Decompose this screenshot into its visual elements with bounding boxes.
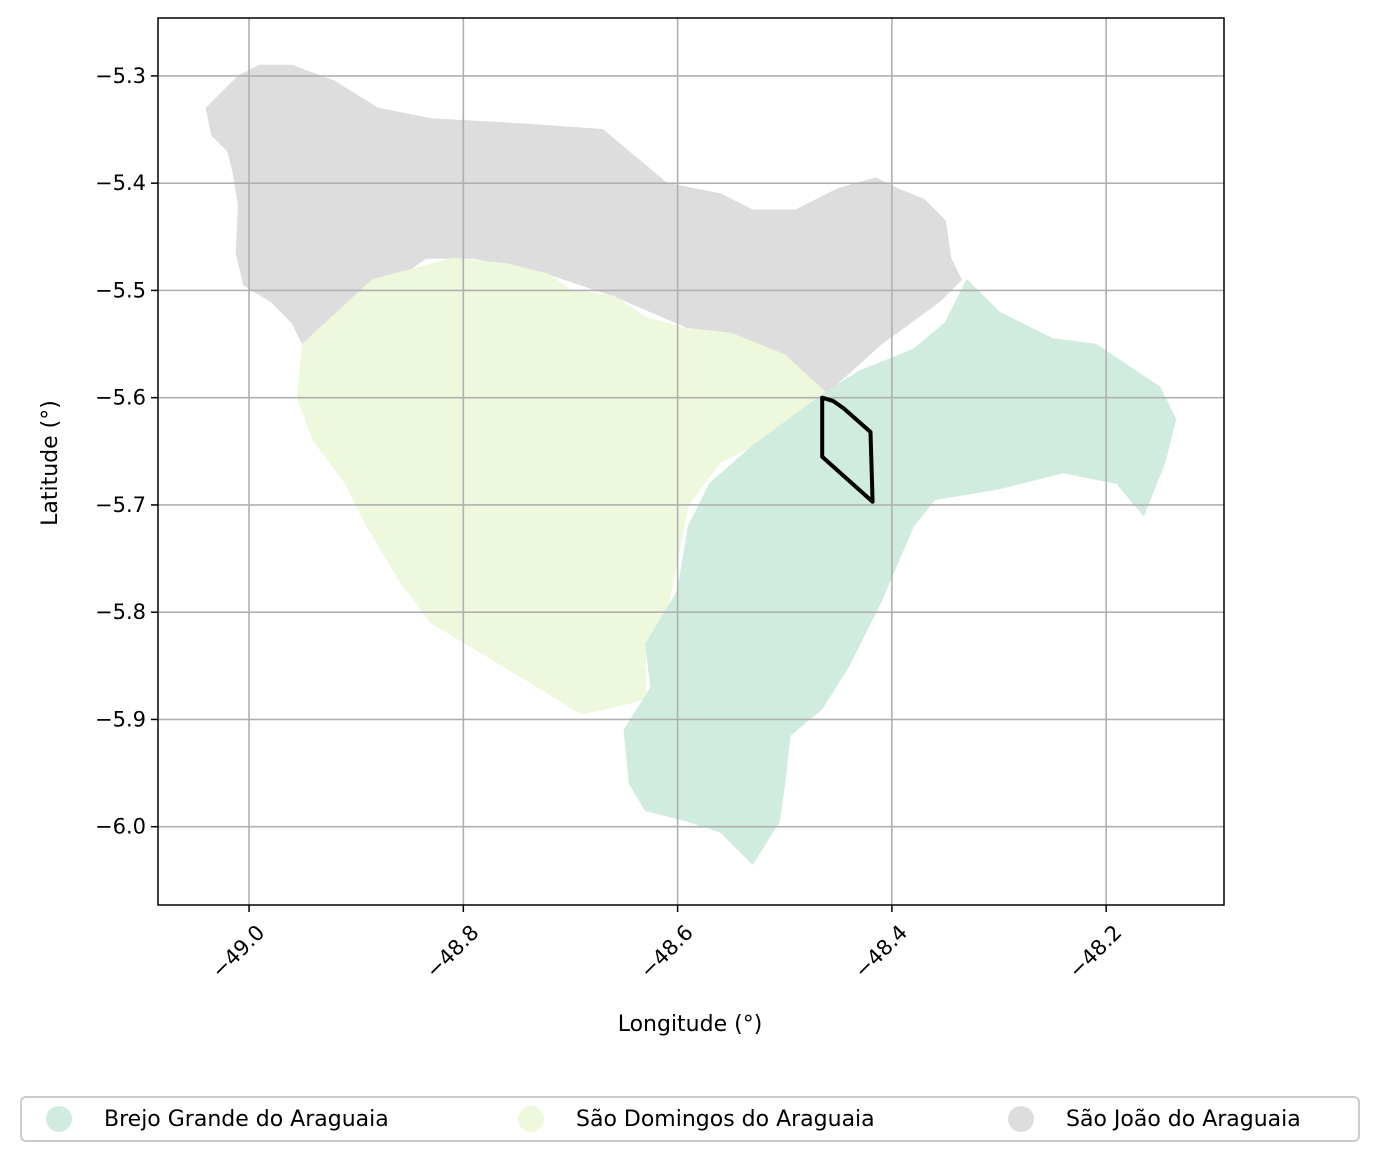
y-tick-label-0: −5.3 [95,64,146,88]
legend-item-sao-domingos: São Domingos do Araguaia [518,1098,875,1140]
y-axis-label: Latitude (°) [38,400,63,526]
y-tick-label-2: −5.5 [95,278,146,302]
y-tick-label-6: −5.9 [95,707,146,731]
region-sao-domingos-do-araguaia [296,257,826,715]
legend-label-sao-joao: São João do Araguaia [1066,1106,1301,1132]
map-chart: −49.0 −48.8 −48.6 −48.4 −48.2 −5.3−5.4−5.5−5… [38,17,1225,1037]
y-ticks: −5.3 −5.4 −5.5 −5.6 −5.7 −5.8 −5.9 −6.0 [95,64,158,839]
y-tick-label-7: −6.0 [95,815,146,839]
y-tick-label-5: −5.8 [95,600,146,624]
x-ticks: −49.0 −48.8 −48.6 −48.4 −48.2 [207,905,1126,983]
legend-label-sao-domingos: São Domingos do Araguaia [576,1106,875,1132]
legend-item-brejo-grande: Brejo Grande do Araguaia [46,1098,389,1140]
x-axis-label: Longitude (°) [618,1012,763,1037]
x-tick-label-3: −48.4 [850,920,912,982]
legend: Brejo Grande do Araguaia São Domingos do… [20,1096,1360,1142]
outline-polygon-layer [820,395,875,504]
legend-marker-sao-domingos [518,1106,544,1132]
y-tick-label-4: −5.7 [95,493,146,517]
legend-marker-sao-joao [1008,1106,1034,1132]
x-tick-label-1: −48.8 [421,920,483,982]
plot-frame [157,17,1225,906]
region-brejo-grande-do-araguaia [623,279,1177,865]
region-polygons [205,64,1177,865]
y-tick-label-1: −5.4 [95,171,146,195]
legend-label-brejo-grande: Brejo Grande do Araguaia [104,1106,389,1132]
grid-lines [158,18,1224,905]
y-tick-label-3: −5.6 [95,386,146,410]
region-sao-joao-do-araguaia [205,64,962,393]
x-tick-label-0: −49.0 [207,920,269,982]
x-tick-label-2: −48.6 [635,920,697,982]
legend-item-sao-joao: São João do Araguaia [1008,1098,1301,1140]
legend-marker-brejo-grande [46,1106,72,1132]
x-tick-label-4: −48.2 [1064,920,1126,982]
outline-polygon [820,395,875,504]
